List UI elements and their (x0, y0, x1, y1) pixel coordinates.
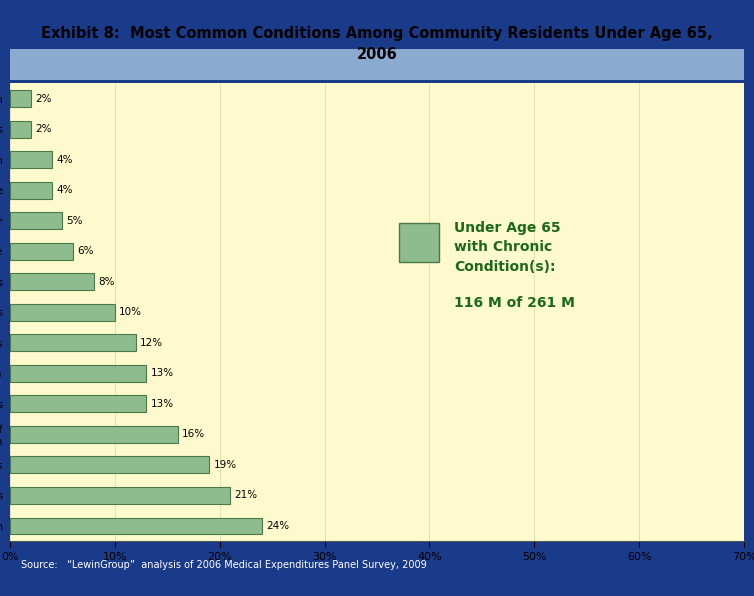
Bar (10, 243, 72, 260)
Text: 24%: 24% (266, 521, 289, 531)
Text: 13%: 13% (150, 368, 173, 378)
Text: 4%: 4% (56, 185, 72, 195)
Bar (10, 517, 262, 534)
Text: 10%: 10% (119, 308, 142, 317)
Text: 116 M of 261 M: 116 M of 261 M (454, 296, 575, 310)
Bar (10, 151, 52, 168)
Bar (10, 457, 209, 473)
Text: 4%: 4% (56, 155, 72, 164)
Text: Under Age 65
with Chronic
Condition(s):: Under Age 65 with Chronic Condition(s): (454, 221, 561, 274)
Text: Exhibit 8:  Most Common Conditions Among Community Residents Under Age 65,
2006: Exhibit 8: Most Common Conditions Among … (41, 26, 713, 62)
Text: 13%: 13% (150, 399, 173, 409)
Bar (10, 212, 63, 229)
Text: 8%: 8% (98, 277, 115, 287)
Text: 5%: 5% (66, 216, 83, 226)
Bar (10, 121, 31, 138)
Bar (10, 426, 178, 443)
Text: 19%: 19% (213, 460, 237, 470)
Bar (10, 304, 115, 321)
Text: 21%: 21% (234, 491, 257, 501)
Bar (10, 182, 52, 198)
Bar (10, 487, 230, 504)
Bar (10, 49, 744, 80)
Bar (10, 274, 93, 290)
Text: 16%: 16% (182, 429, 205, 439)
Text: 6%: 6% (77, 246, 93, 256)
FancyBboxPatch shape (399, 223, 440, 262)
Bar (10, 334, 136, 351)
Bar (10, 396, 146, 412)
Bar (10, 365, 146, 381)
Text: Source:   “LewinGroup”  analysis of 2006 Medical Expenditures Panel Survey, 2009: Source: “LewinGroup” analysis of 2006 Me… (21, 560, 427, 570)
Text: 2%: 2% (35, 124, 51, 134)
Text: 12%: 12% (140, 338, 163, 348)
Bar (10, 91, 31, 107)
Text: 2%: 2% (35, 94, 51, 104)
